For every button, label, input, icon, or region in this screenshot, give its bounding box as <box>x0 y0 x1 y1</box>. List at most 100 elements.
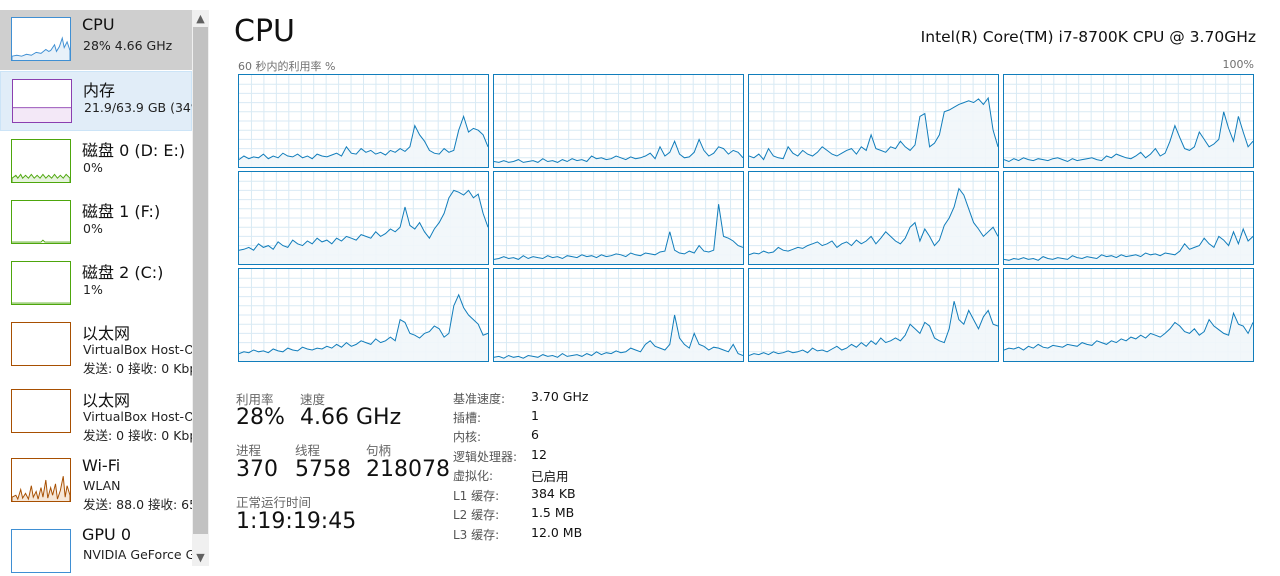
spec-value: 12.0 MB <box>531 525 583 540</box>
sidebar-item-throughput: 发送: 88.0 接收: 656 <box>83 497 193 512</box>
core-graph <box>238 268 489 362</box>
core-usage-chart <box>1004 172 1253 264</box>
spec-label: 基准速度: <box>453 392 506 406</box>
core-graph <box>1003 268 1254 362</box>
sidebar-item-ethernet-2[interactable]: 以太网 VirtualBox Host-Only 发送: 0 接收: 0 Kbp… <box>0 382 193 443</box>
sidebar-item-ethernet-1[interactable]: 以太网 VirtualBox Host-Only 发送: 0 接收: 0 Kbp… <box>0 315 193 376</box>
disk-graph-icon <box>11 261 71 305</box>
sidebar-item-disk-0[interactable]: 磁盘 0 (D: E:) 0% <box>0 132 192 192</box>
usage-line <box>749 301 998 356</box>
gpu-graph-icon <box>11 529 71 573</box>
sidebar-item-memory[interactable]: 内存 21.9/63.9 GB (34%) <box>0 71 194 131</box>
sidebar-item-title: CPU <box>82 15 115 34</box>
sidebar-item-subtitle: 1% <box>83 282 103 297</box>
sidebar-item-title: 磁盘 0 (D: E:) <box>82 141 186 160</box>
processes-value: 370 <box>236 457 278 482</box>
core-graph <box>748 268 999 362</box>
core-usage-chart <box>239 269 488 361</box>
uptime-label: 正常运行时间 <box>236 495 312 510</box>
chevron-up-icon[interactable]: ▲ <box>196 12 205 25</box>
sidebar-item-subtitle: 28% 4.66 GHz <box>83 38 173 53</box>
sidebar-item-throughput: 发送: 0 接收: 0 Kbps <box>83 428 193 443</box>
ethernet-graph-icon <box>11 389 71 433</box>
core-graph <box>1003 171 1254 265</box>
utilization-label: 利用率 <box>236 392 274 407</box>
usage-line <box>239 114 488 161</box>
spec-label: 逻辑处理器: <box>453 450 518 464</box>
sidebar-item-subtitle: 0% <box>83 160 103 175</box>
sidebar-item-title: 磁盘 2 (C:) <box>82 263 164 282</box>
sidebar-item-throughput: 发送: 0 接收: 0 Kbps <box>83 361 193 376</box>
uptime-value: 1:19:19:45 <box>236 509 357 534</box>
sidebar-item-title: Wi-Fi <box>82 456 121 475</box>
ethernet-graph-icon <box>11 322 71 366</box>
sidebar-item-subtitle: VirtualBox Host-Only <box>83 409 193 424</box>
sidebar: CPU 28% 4.66 GHz 内存 21.9/63.9 GB (34%) 磁… <box>0 0 210 576</box>
usage-area <box>749 98 998 167</box>
sidebar-item-disk-1[interactable]: 磁盘 1 (F:) 0% <box>0 193 192 253</box>
core-usage-chart <box>239 75 488 167</box>
core-usage-chart <box>1004 269 1253 361</box>
usage-line <box>1004 111 1253 163</box>
usage-line <box>494 138 743 163</box>
core-graph <box>493 268 744 362</box>
spec-label: 内核: <box>453 430 482 444</box>
core-graph <box>493 171 744 265</box>
sidebar-item-title: GPU 0 <box>82 525 132 544</box>
usage-line <box>1004 311 1253 351</box>
sidebar-item-cpu[interactable]: CPU 28% 4.66 GHz <box>0 10 192 70</box>
spec-value: 12 <box>531 447 547 462</box>
core-usage-chart <box>494 269 743 361</box>
disk-graph-icon <box>11 139 71 183</box>
sidebar-item-subtitle: 21.9/63.9 GB (34%) <box>84 100 194 115</box>
usage-line <box>749 187 998 256</box>
sidebar-scrollbar[interactable]: ▲ ▼ <box>192 10 209 566</box>
core-graph <box>493 74 744 168</box>
core-usage-chart <box>749 75 998 167</box>
disk-graph-icon <box>11 200 71 244</box>
sidebar-item-title: 磁盘 1 (F:) <box>82 202 161 221</box>
core-usage-chart <box>749 172 998 264</box>
sidebar-item-subtitle: VirtualBox Host-Only <box>83 342 193 357</box>
usage-area <box>749 188 998 264</box>
core-usage-chart <box>239 172 488 264</box>
handles-label: 句柄 <box>366 443 392 458</box>
usage-area <box>1004 229 1253 264</box>
usage-area <box>749 301 998 361</box>
usage-line <box>239 189 488 251</box>
sidebar-item-gpu[interactable]: GPU 0 NVIDIA GeForce GTX <box>0 520 193 576</box>
spec-value: 6 <box>531 427 539 442</box>
usage-line <box>239 293 488 355</box>
sidebar-item-subtitle: WLAN <box>83 478 121 493</box>
spec-value: 384 KB <box>531 486 576 501</box>
spec-label: L3 缓存: <box>453 528 500 542</box>
core-graph <box>748 74 999 168</box>
scrollbar-thumb[interactable] <box>193 27 208 534</box>
sidebar-item-title: 以太网 <box>82 391 131 410</box>
usage-area <box>239 116 488 167</box>
utilization-value: 28% <box>236 405 285 430</box>
usage-area <box>1004 111 1253 167</box>
core-graph <box>1003 74 1254 168</box>
spec-value: 1 <box>531 408 539 423</box>
core-graph <box>238 74 489 168</box>
speed-value: 4.66 GHz <box>300 405 402 430</box>
sidebar-item-title: 以太网 <box>82 324 131 343</box>
spec-value: 已启用 <box>531 469 569 484</box>
core-usage-chart <box>494 172 743 264</box>
core-usage-chart <box>494 75 743 167</box>
spec-label: L1 缓存: <box>453 489 500 503</box>
spec-label: 虚拟化: <box>453 469 494 483</box>
cpu-graph-icon <box>11 17 71 61</box>
usage-area <box>494 139 743 167</box>
spec-value: 3.70 GHz <box>531 389 589 404</box>
chevron-down-icon[interactable]: ▼ <box>196 551 205 564</box>
handles-value: 218078 <box>366 457 450 482</box>
usage-line <box>494 204 743 260</box>
usage-line <box>749 96 998 161</box>
sidebar-item-disk-2[interactable]: 磁盘 2 (C:) 1% <box>0 254 192 314</box>
sidebar-item-subtitle: NVIDIA GeForce GTX <box>83 547 193 562</box>
graph-max-label: 100% <box>1222 58 1254 71</box>
sidebar-item-wifi[interactable]: Wi-Fi WLAN 发送: 88.0 接收: 656 <box>0 451 193 512</box>
threads-value: 5758 <box>295 457 351 482</box>
